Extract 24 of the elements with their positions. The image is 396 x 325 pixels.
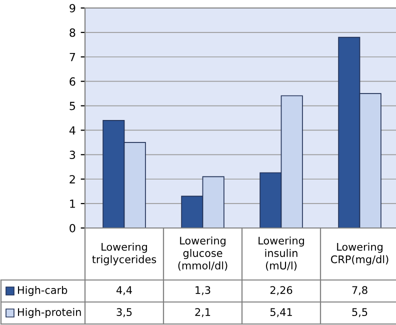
y-tick-label: 0 xyxy=(70,224,76,232)
data-label: 2,26 xyxy=(270,286,292,296)
data-label: 5,5 xyxy=(352,308,368,318)
y-tick-label: 6 xyxy=(70,77,76,86)
legend-label: High-carb xyxy=(18,286,68,296)
data-label: 7,8 xyxy=(352,286,368,296)
y-tick-label: 1 xyxy=(70,200,75,208)
data-label: 3,5 xyxy=(116,308,132,318)
data-label: 4,4 xyxy=(116,286,132,296)
x-tick-label: Lowering triglycerides xyxy=(92,242,156,266)
x-tick-label: Lowering glucose (mmol/dl) xyxy=(178,236,228,271)
y-tick-label: 8 xyxy=(70,28,76,37)
data-label: 1,3 xyxy=(196,286,210,296)
legend-label: High-protein xyxy=(18,308,81,318)
y-tick-label: 9 xyxy=(70,4,76,12)
y-tick-label: 4 xyxy=(69,126,76,134)
y-tick-label: 3 xyxy=(70,150,76,160)
data-label: 5,41 xyxy=(270,308,292,318)
y-tick-label: 7 xyxy=(70,53,76,62)
data-label: 2,1 xyxy=(195,308,210,318)
y-tick-label: 2 xyxy=(70,175,75,184)
y-tick-label: 5 xyxy=(70,102,75,110)
x-tick-label: Lowering insulin (mU/l) xyxy=(258,236,304,271)
x-tick-label: Lowering CRP(mg/dl) xyxy=(330,242,388,266)
